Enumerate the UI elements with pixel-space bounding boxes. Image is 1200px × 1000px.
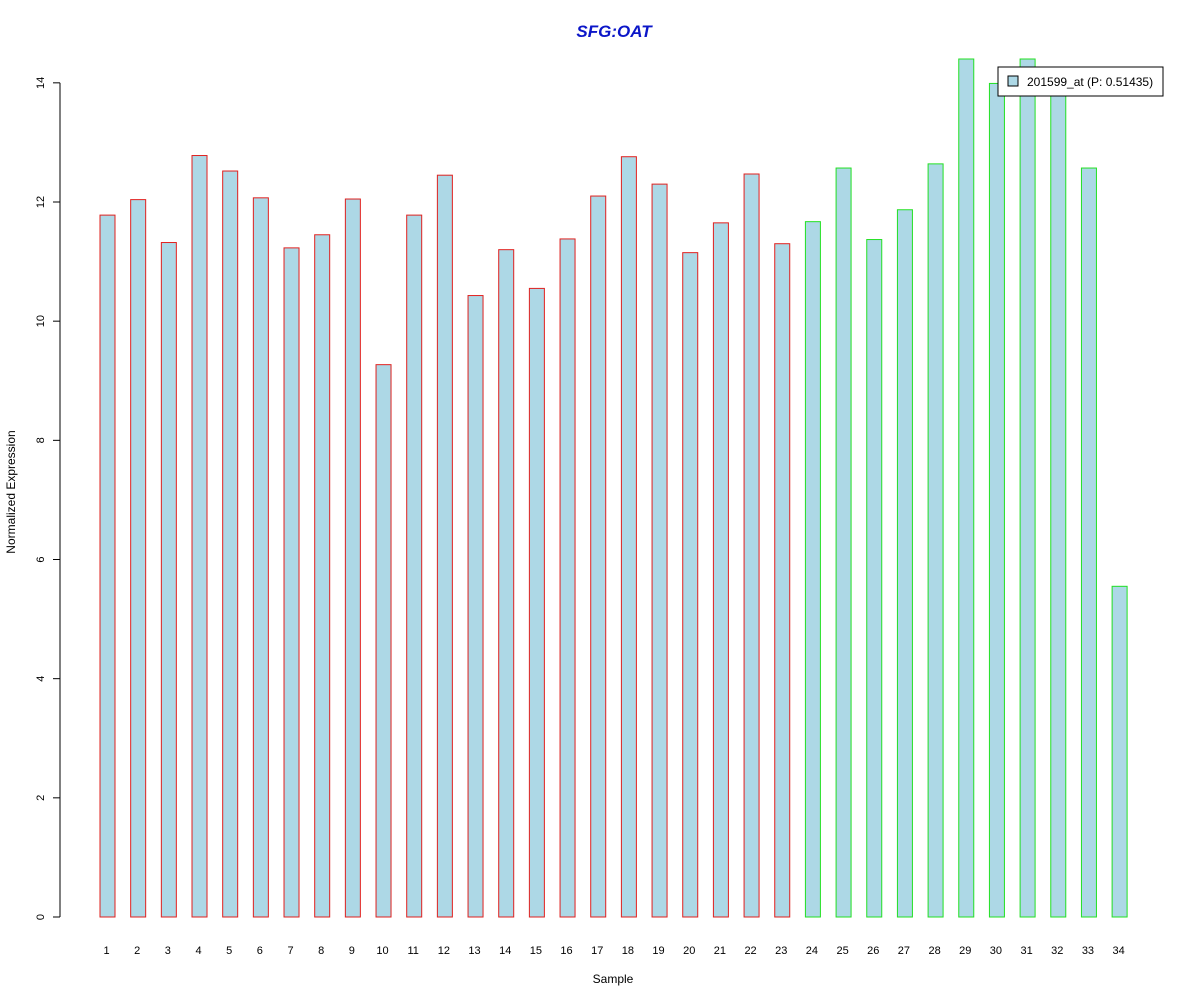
x-tick-label: 23 (775, 945, 787, 957)
legend: 201599_at (P: 0.51435) (997, 66, 1164, 97)
x-tick-label: 33 (1082, 945, 1094, 957)
legend-box (997, 66, 1164, 97)
bar-sample-3 (160, 242, 177, 918)
x-tick-label: 1 (103, 945, 109, 957)
x-tick-label: 22 (744, 945, 756, 957)
x-tick-label: 16 (560, 945, 572, 957)
x-tick-label: 28 (928, 945, 940, 957)
bar-sample-8 (314, 234, 331, 918)
bar-sample-1 (99, 214, 116, 918)
y-axis: 0 2 4 6 8 10 12 14 (35, 77, 61, 920)
bar-sample-2 (130, 199, 147, 918)
bar-sample-9 (344, 198, 361, 918)
bar-sample-5 (222, 170, 239, 918)
bar-sample-11 (406, 214, 423, 918)
x-tick-label: 7 (287, 945, 293, 957)
x-tick-label: 25 (836, 945, 848, 957)
y-tick-label: 10 (35, 315, 47, 327)
y-tick-label: 14 (35, 77, 47, 89)
bar-sample-13 (467, 295, 484, 918)
bar-sample-22 (743, 173, 760, 918)
x-tick-label: 5 (226, 945, 232, 957)
legend-swatch (1007, 75, 1019, 87)
y-tick-label: 0 (35, 914, 47, 920)
x-tick-label: 10 (376, 945, 388, 957)
bar-sample-25 (835, 167, 852, 918)
bar-sample-27 (896, 209, 913, 918)
bar-sample-6 (252, 197, 269, 918)
y-tick-label: 4 (35, 676, 47, 682)
x-tick-label: 20 (683, 945, 695, 957)
y-tick-label: 2 (35, 795, 47, 801)
x-tick-label: 29 (959, 945, 971, 957)
bar-sample-28 (927, 163, 944, 918)
x-tick-label: 9 (349, 945, 355, 957)
x-tick-label: 6 (257, 945, 263, 957)
bar-sample-30 (988, 82, 1005, 918)
bar-sample-19 (651, 183, 668, 918)
x-tick-label: 19 (652, 945, 664, 957)
x-tick-label: 31 (1020, 945, 1032, 957)
x-tick-label: 2 (134, 945, 140, 957)
bars-group (99, 58, 1128, 918)
x-tick-label: 3 (165, 945, 171, 957)
bar-sample-17 (590, 195, 607, 918)
chart-title: SFG:OAT (576, 22, 653, 41)
legend-entry-label: 201599_at (P: 0.51435) (1027, 75, 1153, 89)
x-tick-label: 24 (806, 945, 818, 957)
x-tick-label: 21 (714, 945, 726, 957)
bar-sample-26 (866, 239, 883, 918)
bar-sample-14 (498, 249, 515, 918)
x-tick-label: 26 (867, 945, 879, 957)
bar-sample-33 (1080, 167, 1097, 918)
bar-sample-24 (804, 221, 821, 918)
x-tick-label: 13 (468, 945, 480, 957)
x-tick-label: 17 (591, 945, 603, 957)
x-tick-label: 8 (318, 945, 324, 957)
x-axis-label: Sample (593, 972, 634, 986)
bar-sample-29 (958, 58, 975, 918)
y-tick-label: 12 (35, 196, 47, 208)
y-tick-label: 6 (35, 556, 47, 562)
bar-sample-21 (712, 222, 729, 918)
x-tick-label: 32 (1051, 945, 1063, 957)
x-tick-label: 27 (898, 945, 910, 957)
x-tick-label: 4 (195, 945, 201, 957)
bar-sample-7 (283, 247, 300, 918)
y-axis-label: Normalized Expression (4, 430, 18, 553)
bar-sample-32 (1050, 79, 1067, 918)
bar-sample-4 (191, 155, 208, 918)
x-tick-label: 18 (622, 945, 634, 957)
bar-sample-18 (620, 156, 637, 918)
bar-sample-31 (1019, 58, 1036, 918)
bar-sample-23 (774, 243, 791, 918)
x-tick-label: 11 (407, 945, 418, 957)
bar-sample-34 (1111, 585, 1128, 918)
bar-sample-16 (559, 238, 576, 918)
x-tick-label: 30 (990, 945, 1002, 957)
x-tick-label: 14 (499, 945, 511, 957)
x-axis-ticks: 1 2 3 4 5 6 7 8 9 10 11 12 13 14 15 16 17 18 19 20 21 22 23 24 2… (103, 945, 1124, 957)
bar-sample-20 (682, 252, 699, 918)
bar-sample-15 (528, 287, 545, 918)
y-tick-label: 8 (35, 437, 47, 443)
bar-sample-12 (436, 174, 453, 918)
x-tick-label: 34 (1112, 945, 1124, 957)
x-tick-label: 15 (530, 945, 542, 957)
x-tick-label: 12 (438, 945, 450, 957)
bar-sample-10 (375, 364, 392, 918)
